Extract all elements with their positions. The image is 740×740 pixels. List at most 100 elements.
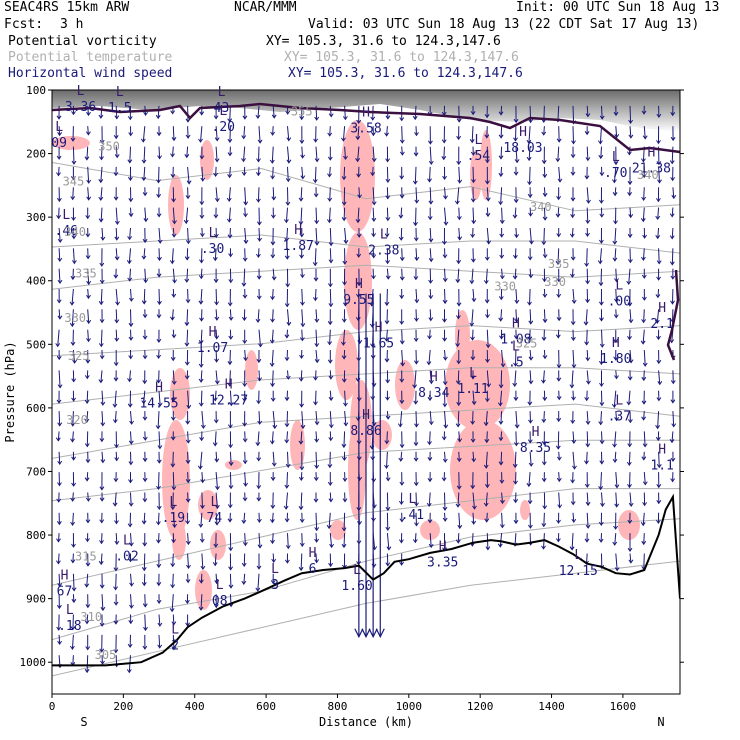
wind-arrow <box>572 512 575 523</box>
wind-arrow-head <box>157 644 163 649</box>
extremum-value-label: 3 <box>271 578 279 593</box>
wind-arrow-head <box>528 356 534 361</box>
wind-arrow-head <box>284 255 290 260</box>
wind-arrow <box>444 492 446 511</box>
wind-arrow-head <box>556 477 562 483</box>
wind-arrow-head <box>513 519 519 525</box>
extremum-value-label: 67 <box>57 584 73 599</box>
wind-arrow-head <box>99 139 105 145</box>
wind-arrow-head <box>640 158 646 163</box>
wind-arrow-head <box>142 335 148 340</box>
wind-arrow <box>286 411 288 427</box>
wind-arrow <box>57 329 60 347</box>
wind-arrow-head <box>228 444 234 449</box>
wind-arrow-head <box>414 423 419 428</box>
wind-arrow <box>342 126 346 141</box>
wind-arrow <box>58 166 60 176</box>
wind-arrow-head <box>556 278 562 283</box>
wind-arrow-head <box>71 543 76 548</box>
wind-arrow-head <box>599 382 604 388</box>
wind-arrow <box>100 329 103 347</box>
wind-arrow <box>386 472 389 481</box>
wind-arrow-head <box>414 299 420 304</box>
wind-arrow-head <box>640 522 646 527</box>
wind-arrow-head <box>514 234 520 239</box>
wind-arrow <box>130 533 132 546</box>
wind-arrow-head <box>327 132 333 137</box>
wind-arrow-head <box>385 562 391 567</box>
wind-arrow-head <box>471 458 477 463</box>
extremum-type-label: L <box>55 120 63 135</box>
wind-arrow <box>143 166 146 181</box>
wind-arrow-head <box>71 216 76 222</box>
wind-arrow <box>415 309 417 322</box>
wind-arrow-head <box>171 646 177 651</box>
wind-arrow-head <box>398 457 404 462</box>
wind-arrow <box>643 533 645 545</box>
wind-arrow-head <box>72 359 78 364</box>
wind-arrow <box>515 431 517 446</box>
wind-arrow-head <box>269 339 275 344</box>
wind-arrow <box>558 492 561 508</box>
wind-arrow-head <box>399 518 405 523</box>
pv-shaded-region <box>420 520 440 540</box>
wind-arrow <box>158 431 161 449</box>
wind-arrow-head <box>198 300 204 305</box>
wind-arrow-head <box>114 154 120 159</box>
wind-arrow-head <box>398 539 404 544</box>
wind-arrow-head <box>470 151 476 156</box>
wind-arrow-head <box>342 281 347 286</box>
wind-arrow <box>344 146 346 160</box>
pv-shaded-region <box>172 520 186 560</box>
wind-arrow <box>58 634 61 645</box>
wind-arrow-head <box>585 280 591 285</box>
wind-arrow <box>243 166 246 176</box>
wind-arrow-head <box>143 626 148 632</box>
y-tick-label: 800 <box>26 529 46 542</box>
wind-arrow <box>614 451 617 463</box>
wind-arrow-head <box>114 115 120 120</box>
wind-arrow-head <box>413 152 419 157</box>
extremum-type-label: H <box>362 408 370 423</box>
wind-arrow <box>187 227 189 244</box>
wind-arrow <box>215 166 217 177</box>
wind-arrow-head <box>113 172 119 177</box>
wind-arrow-head <box>100 236 106 241</box>
wind-arrow-head <box>312 297 318 302</box>
wind-arrow <box>58 268 61 284</box>
wind-arrow <box>528 472 531 487</box>
wind-arrow-head <box>456 401 462 407</box>
extremum-type-label: L <box>615 393 623 408</box>
extremum-value-label: 1.65 <box>363 336 394 351</box>
wind-arrow <box>257 166 260 176</box>
wind-arrow-head <box>300 323 306 328</box>
wind-arrow-head <box>157 256 162 262</box>
wind-arrow <box>642 329 645 344</box>
wind-arrow <box>144 431 146 441</box>
wind-arrow-head <box>400 362 406 367</box>
wind-arrow-head <box>269 362 275 368</box>
wind-arrow-head <box>256 497 262 502</box>
wind-arrow-head <box>427 335 432 340</box>
wind-arrow-head <box>599 317 604 322</box>
wind-arrow-head <box>184 375 190 380</box>
wind-arrow-head <box>243 357 249 362</box>
wind-arrow-head <box>670 399 676 404</box>
wind-arrow <box>215 288 218 305</box>
wind-arrow-head <box>127 403 133 408</box>
wind-arrow-head <box>114 337 120 342</box>
wind-arrow-head <box>384 440 390 445</box>
wind-arrow <box>130 411 133 425</box>
wind-arrow <box>144 614 146 631</box>
wind-arrow <box>258 227 261 242</box>
wind-arrow-head <box>328 437 334 442</box>
wind-arrow-head <box>71 587 77 592</box>
wind-arrow-head <box>499 254 505 259</box>
wind-arrow-head <box>441 436 447 441</box>
wind-arrow <box>229 370 231 386</box>
wind-arrow-head <box>470 336 475 341</box>
wind-arrow <box>543 512 545 527</box>
wind-arrow-head <box>627 419 633 424</box>
wind-arrow-head <box>114 520 119 525</box>
wind-arrow-head <box>585 357 591 362</box>
